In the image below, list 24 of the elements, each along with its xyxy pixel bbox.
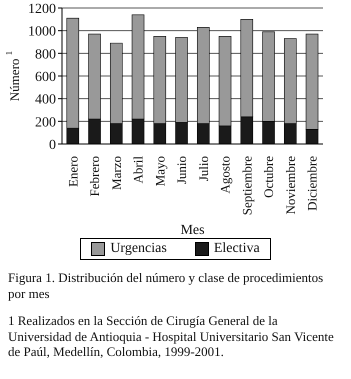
x-axis-title: Mes [180, 223, 205, 238]
text: 1 Realizados en la Sección de Cirugía General de la Universidad de Antioquia - Hospital Universitario San Vicente de Paúl, Medellín, Colombia, 1999-2001. [8, 313, 335, 360]
legend-label: Urgencias [109, 241, 167, 257]
x-tick-label: Diciembre [304, 156, 320, 211]
x-tick-label: Enero [65, 156, 80, 188]
x-tick-label: Junio [174, 156, 190, 184]
y-tick-label: 1200 [28, 2, 56, 17]
y-tick-label: 0 [49, 138, 56, 153]
x-tick-label: Noviembre [282, 156, 298, 214]
y-tick-label: 400 [35, 92, 56, 108]
x-tick-label: Agosto [218, 156, 233, 194]
x-tick-label: Marzo [108, 156, 124, 190]
y-tick-label: 1000 [28, 24, 56, 40]
x-tick-label: Mayo [152, 156, 168, 186]
x-tick-label: Septiembre [239, 156, 254, 216]
legend-label: Electiva [212, 241, 260, 257]
x-tick-label: Febrero [87, 156, 102, 196]
y-tick-label: 600 [35, 70, 56, 85]
y-tick-label: 800 [35, 47, 56, 62]
x-tick-label: Octubre [261, 156, 276, 198]
x-tick-label: Julio [196, 156, 211, 182]
x-tick-label: Abril [130, 156, 146, 184]
y-tick-label: 200 [35, 115, 56, 130]
text: Figura 1. Distribución del número y clase de procedimientos por mes [8, 270, 324, 302]
